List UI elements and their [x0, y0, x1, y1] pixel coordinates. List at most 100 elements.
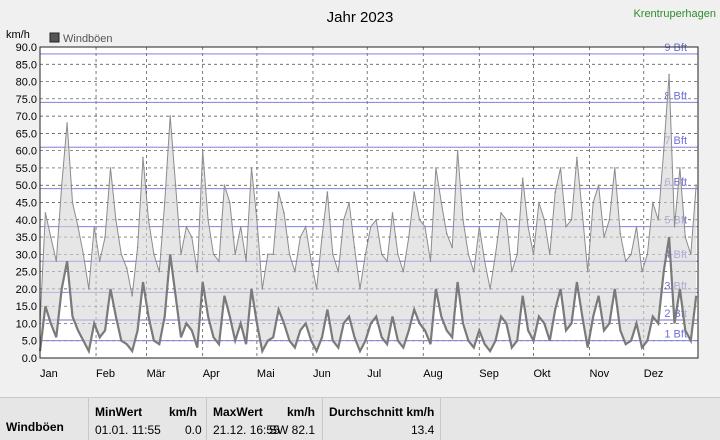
data-point [657, 219, 659, 221]
x-tick-label: Sep [479, 368, 499, 380]
data-point [543, 219, 546, 221]
data-point [310, 260, 313, 263]
y-tick-label: 25.0 [16, 267, 37, 279]
data-point [147, 219, 150, 221]
beaufort-label: 1 Bft [664, 329, 687, 341]
plot-border [39, 46, 699, 359]
data-point [424, 225, 426, 228]
data-point [500, 212, 502, 214]
data-point [169, 115, 171, 117]
beaufort-label: 9 Bft [664, 42, 687, 54]
data-point [489, 288, 491, 290]
y-tick-label: 35.0 [16, 232, 37, 244]
data-point [391, 212, 394, 214]
data-point [408, 236, 410, 238]
y-tick-label: 85.0 [16, 59, 37, 71]
y-tick-label: 30.0 [16, 249, 37, 261]
y-tick-label: 10.0 [16, 318, 37, 330]
data-point [652, 201, 654, 204]
max-header: MaxWert [213, 405, 263, 419]
x-tick-label: Aug [423, 368, 443, 380]
data-point [93, 225, 95, 228]
chart-title: Jahr 2023 [327, 9, 394, 26]
max-unit: km/h [287, 405, 316, 419]
data-point [223, 184, 226, 186]
data-point [570, 219, 573, 221]
data-point [304, 225, 307, 228]
y-tick-label: 40.0 [16, 215, 37, 227]
data-point [478, 225, 481, 228]
data-point [386, 260, 388, 263]
data-point [120, 253, 123, 256]
data-point [576, 156, 578, 159]
data-point [429, 260, 432, 263]
data-point [630, 253, 632, 256]
data-point [592, 201, 594, 204]
data-point [456, 149, 459, 152]
x-tick-label: Apr [203, 368, 220, 380]
data-point [635, 225, 638, 228]
data-point [679, 167, 681, 169]
min-header: MinWert [95, 405, 143, 419]
data-point [614, 167, 616, 169]
data-point [212, 253, 215, 256]
data-point [218, 260, 220, 263]
data-point [673, 225, 676, 228]
data-point [511, 270, 513, 273]
x-tick-label: Mär [147, 368, 166, 380]
data-point [191, 236, 193, 238]
data-point [185, 225, 188, 228]
data-point [234, 253, 236, 256]
data-point [326, 191, 329, 193]
data-point [494, 253, 497, 256]
data-point [435, 167, 437, 169]
data-point [538, 201, 540, 204]
data-point [348, 201, 350, 204]
x-tick-label: Jul [367, 368, 381, 380]
data-point [342, 219, 345, 221]
min-unit: km/h [169, 405, 198, 419]
x-tick-label: Okt [534, 368, 551, 380]
y-tick-label: 70.0 [16, 111, 37, 123]
data-point [196, 270, 199, 273]
data-point [131, 295, 133, 297]
data-point [662, 149, 665, 152]
data-point [668, 73, 670, 76]
wind-gust-chart: Jahr 2023 Krentruperhagen km/h Windböen 0.0 5… [6, 8, 716, 380]
x-tick-label: Mai [257, 368, 275, 380]
series-line-windboeen [39, 74, 697, 324]
x-tick-label: Feb [96, 368, 115, 380]
data-point [597, 184, 600, 186]
data-point [516, 253, 518, 256]
data-point [565, 225, 567, 228]
data-point [315, 288, 318, 290]
data-point [353, 246, 356, 249]
data-point [554, 191, 556, 193]
data-point [88, 288, 90, 290]
y-tick-label: 15.0 [16, 301, 37, 313]
data-point [375, 219, 378, 221]
data-point [559, 167, 562, 169]
station-name: Krentruperhagen [633, 8, 716, 20]
x-tick-label: Nov [590, 368, 610, 380]
y-tick-label: 65.0 [16, 128, 37, 140]
data-point [207, 219, 209, 221]
data-point [467, 253, 470, 256]
data-point [549, 253, 551, 256]
data-point [505, 219, 508, 221]
data-point [380, 253, 383, 256]
stats-max-cell: MaxWert km/h 21.12. 16:55 SW 82.1 [206, 398, 323, 440]
y-tick-label: 80.0 [16, 77, 37, 89]
stats-row-label: Windböen [6, 420, 64, 434]
data-point [256, 219, 258, 221]
data-point [136, 246, 139, 249]
data-point [521, 177, 524, 180]
data-point [250, 167, 253, 169]
data-point [153, 253, 155, 256]
data-point [413, 191, 416, 193]
data-point [55, 260, 58, 263]
data-point [337, 270, 340, 273]
data-point [619, 232, 622, 235]
data-point [267, 253, 269, 256]
data-point [473, 270, 475, 273]
